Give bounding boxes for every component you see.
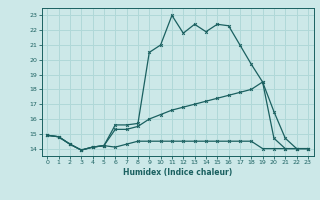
X-axis label: Humidex (Indice chaleur): Humidex (Indice chaleur): [123, 168, 232, 177]
